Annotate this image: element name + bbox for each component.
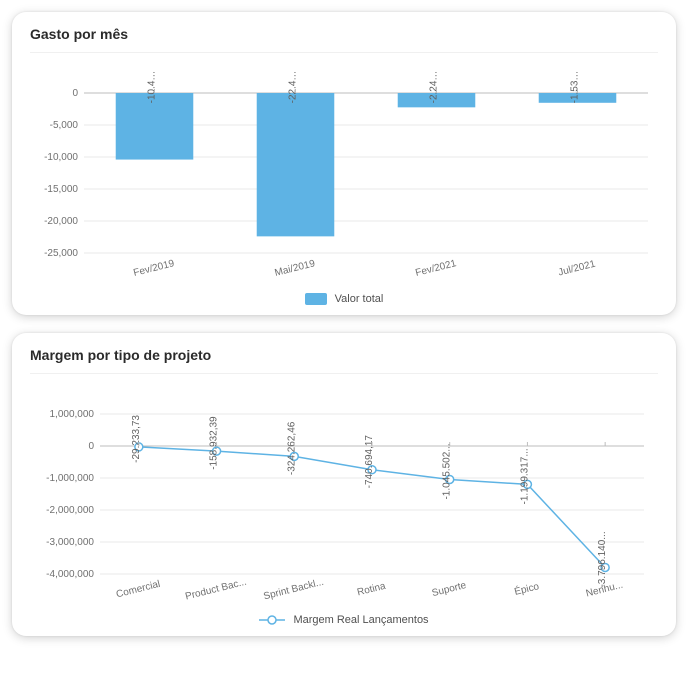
chart1-x-label: Jul/2021 [557, 259, 597, 279]
chart1-data-label: -1.53… [570, 71, 581, 104]
chart2-legend: Margem Real Lançamentos [30, 614, 658, 626]
chart1-legend-label: Valor total [335, 293, 384, 305]
chart2-svg: 1,000,000 0 -1,000,000 -2,000,000 -3,000,000… [30, 380, 658, 610]
chart1-legend-swatch [305, 293, 327, 305]
chart2-legend-swatch [259, 614, 285, 626]
chart2-x-label: Comercial [115, 579, 161, 601]
card-gasto-por-mes: Gasto por mês 0 -5,000 -10,000 -15,000 -20,0… [12, 12, 676, 315]
chart2-data-label: -324.262,46 [286, 421, 297, 475]
svg-text:1,000,000: 1,000,000 [50, 409, 95, 420]
chart1-bar [257, 93, 335, 236]
chart1-plot: 0 -5,000 -10,000 -15,000 -20,000 -25,000 -10.4… [30, 59, 658, 289]
chart1-title: Gasto por mês [30, 26, 658, 53]
chart1-legend: Valor total [30, 293, 658, 305]
svg-text:0: 0 [72, 88, 78, 99]
chart1-data-label: -2.24… [429, 71, 440, 104]
chart1-svg: 0 -5,000 -10,000 -15,000 -20,000 -25,000 -10.4… [30, 59, 658, 289]
svg-text:-5,000: -5,000 [50, 120, 79, 131]
svg-text:-10,000: -10,000 [44, 152, 78, 163]
svg-text:0: 0 [88, 441, 94, 452]
chart1-x-label: Fev/2019 [132, 258, 176, 279]
chart1-data-label: -10.4… [147, 71, 158, 104]
chart2-data-label: -158.932,39 [209, 416, 220, 470]
svg-text:-3,000,000: -3,000,000 [46, 537, 94, 548]
svg-text:-25,000: -25,000 [44, 248, 78, 259]
chart1-x-label: Mai/2019 [274, 258, 317, 279]
chart2-data-label: -3.796.140... [597, 531, 608, 587]
chart2-x-label: Product Bac... [184, 577, 248, 603]
card-margem-por-tipo: Margem por tipo de projeto 1,000,000 0 -1,… [12, 333, 676, 636]
chart2-x-label: Sprint Backl... [262, 577, 325, 603]
chart2-plot: 1,000,000 0 -1,000,000 -2,000,000 -3,000,000… [30, 380, 658, 610]
chart1-data-label: -22.4… [288, 71, 299, 104]
chart2-data-label: -740.694,17 [364, 435, 375, 489]
svg-text:-15,000: -15,000 [44, 184, 78, 195]
svg-text:-2,000,000: -2,000,000 [46, 505, 94, 516]
chart2-x-label: Épico [513, 579, 541, 598]
chart2-data-label: -1.199.317... [519, 448, 530, 504]
chart2-data-label: -29.233,73 [131, 415, 142, 463]
chart2-title: Margem por tipo de projeto [30, 347, 658, 374]
svg-text:-20,000: -20,000 [44, 216, 78, 227]
svg-text:-4,000,000: -4,000,000 [46, 569, 94, 580]
chart2-data-label: -1.045.502... [442, 443, 453, 499]
chart1-x-label: Fev/2021 [414, 258, 458, 279]
chart2-x-label: Rotina [356, 581, 387, 599]
chart2-legend-label: Margem Real Lançamentos [293, 614, 428, 626]
svg-text:-1,000,000: -1,000,000 [46, 473, 94, 484]
chart2-x-label: Suporte [431, 580, 468, 599]
